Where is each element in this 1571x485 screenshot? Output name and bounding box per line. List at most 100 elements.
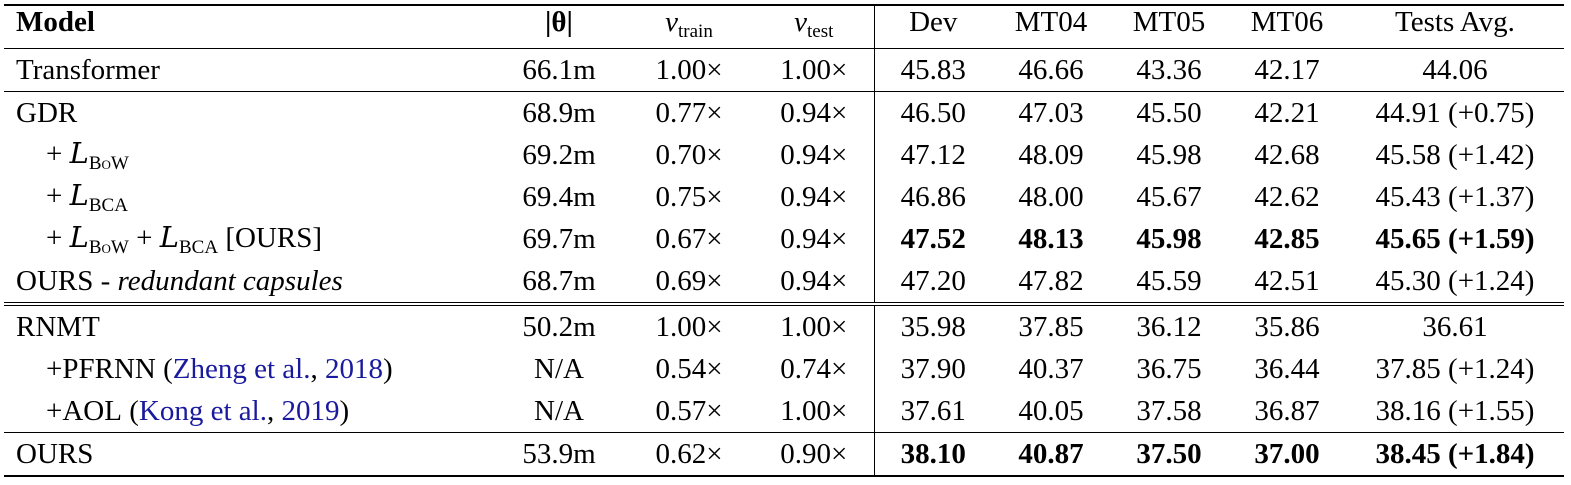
citation-year-link[interactable]: 2018 <box>324 352 383 385</box>
row-model: +PFRNN (Zheng et al., 2018) <box>46 352 393 385</box>
row-params: 53.9m <box>494 432 624 477</box>
row-vtest: 1.00× <box>754 48 875 92</box>
header-mt06: MT06 <box>1228 4 1346 49</box>
row-params: 69.4m <box>522 180 596 213</box>
row-mt05: 45.50 <box>1110 91 1228 134</box>
header-mt04: MT04 <box>992 4 1110 49</box>
citation-year-link[interactable]: 2019 <box>281 394 340 427</box>
row-model: RNMT <box>4 302 494 348</box>
row-mt05: 36.75 <box>1136 352 1202 385</box>
row-mt06: 36.87 <box>1254 394 1320 427</box>
row-dev: 35.98 <box>874 302 992 348</box>
row-mt06: 35.86 <box>1228 302 1346 348</box>
row-vtest: 0.94× <box>754 91 875 134</box>
row-mt04: 40.87 <box>992 432 1110 477</box>
row-vtest: 0.94× <box>754 134 875 176</box>
citation-link[interactable]: Kong et al. <box>138 394 267 427</box>
row-vtrain: 0.67× <box>655 222 723 255</box>
row-mt04: 47.82 <box>1018 264 1084 297</box>
results-table: Model |θ| vtrain vtest Dev MT04 MT05 MT0… <box>4 4 1564 477</box>
row-avg: 44.91 (+0.75) <box>1346 91 1564 134</box>
row-dev: 38.10 <box>874 432 992 477</box>
row-model: +AOL (Kong et al., 2019) <box>46 394 350 427</box>
row-mt04: 48.13 <box>1018 222 1084 255</box>
row-mt05: 37.50 <box>1110 432 1228 477</box>
row-mt04: 37.85 <box>992 302 1110 348</box>
row-model: OURS - redundant capsules <box>16 264 343 297</box>
row-avg: 38.16 (+1.55) <box>1375 394 1535 427</box>
row-vtrain: 0.77× <box>624 91 754 134</box>
row-params: N/A <box>534 394 584 427</box>
row-dev: 45.83 <box>900 53 966 86</box>
table-row: +PFRNN (Zheng et al., 2018) N/A 0.54× 0.… <box>4 348 1564 390</box>
row-mt05: 37.58 <box>1136 394 1202 427</box>
row-model: Transformer <box>16 53 160 86</box>
row-vtest: 0.94× <box>754 218 875 260</box>
row-mt05: 45.59 <box>1136 264 1202 297</box>
header-model: Model <box>4 4 494 49</box>
table-row: Transformer 66.1m 1.00× 1.00× 45.83 46.6… <box>4 48 1564 92</box>
row-mt06: 42.85 <box>1254 222 1320 255</box>
row-model: OURS <box>4 432 494 477</box>
header-mt05: MT05 <box>1110 4 1228 49</box>
row-avg: 38.45 (+1.84) <box>1346 432 1564 477</box>
row-mt06: 42.68 <box>1254 138 1320 171</box>
row-vtrain: 0.57× <box>655 394 723 427</box>
row-mt04: 46.66 <box>1018 53 1084 86</box>
header-tests-avg: Tests Avg. <box>1346 4 1564 49</box>
table-row: + LBoW 69.2m 0.70× 0.94× 47.12 48.09 45.… <box>4 134 1564 176</box>
row-vtrain: 0.62× <box>624 432 754 477</box>
row-avg: 37.85 (+1.24) <box>1375 352 1535 385</box>
row-avg: 44.06 <box>1422 53 1488 86</box>
row-mt06: 42.51 <box>1254 264 1320 297</box>
row-model: + LBCA <box>46 177 128 216</box>
row-vtest: 0.94× <box>754 176 875 218</box>
row-mt05: 45.67 <box>1136 180 1202 213</box>
row-dev: 46.50 <box>874 91 992 134</box>
header-dev: Dev <box>874 4 992 49</box>
table-row: OURS - redundant capsules 68.7m 0.69× 0.… <box>4 260 1564 304</box>
row-vtest: 0.90× <box>754 432 875 477</box>
row-params: N/A <box>534 352 584 385</box>
table-row: +AOL (Kong et al., 2019) N/A 0.57× 1.00×… <box>4 390 1564 433</box>
row-vtrain: 0.54× <box>655 352 723 385</box>
row-mt05: 45.98 <box>1136 138 1202 171</box>
row-params: 69.7m <box>522 222 596 255</box>
row-vtrain: 0.69× <box>655 264 723 297</box>
row-mt06: 42.17 <box>1254 53 1320 86</box>
row-vtest: 0.94× <box>754 260 875 304</box>
row-avg: 45.58 (+1.42) <box>1375 138 1535 171</box>
row-mt04: 40.05 <box>1018 394 1084 427</box>
table-row: OURS 53.9m 0.62× 0.90× 38.10 40.87 37.50… <box>4 432 1564 477</box>
row-vtest: 1.00× <box>754 302 875 348</box>
row-mt04: 47.03 <box>992 91 1110 134</box>
row-avg: 45.65 (+1.59) <box>1375 222 1535 255</box>
header-v-test: vtest <box>754 4 875 49</box>
row-mt05: 36.12 <box>1110 302 1228 348</box>
row-avg: 36.61 <box>1346 302 1564 348</box>
header-row: Model |θ| vtrain vtest Dev MT04 MT05 MT0… <box>4 4 1564 49</box>
citation-link[interactable]: Zheng et al. <box>172 352 311 385</box>
row-params: 68.7m <box>522 264 596 297</box>
row-params: 50.2m <box>494 302 624 348</box>
row-dev: 47.12 <box>900 138 966 171</box>
row-mt06: 36.44 <box>1254 352 1320 385</box>
table-row: RNMT 50.2m 1.00× 1.00× 35.98 37.85 36.12… <box>4 302 1564 348</box>
row-mt04: 40.37 <box>1018 352 1084 385</box>
row-avg: 45.30 (+1.24) <box>1375 264 1535 297</box>
row-params: 69.2m <box>522 138 596 171</box>
header-v-train: vtrain <box>624 4 754 49</box>
row-mt06: 42.21 <box>1228 91 1346 134</box>
row-dev: 47.52 <box>900 222 966 255</box>
table-row: + LBoW + LBCA [OURS] 69.7m 0.67× 0.94× 4… <box>4 218 1564 260</box>
row-vtest: 0.74× <box>754 348 875 390</box>
row-mt04: 48.09 <box>1018 138 1084 171</box>
row-mt04: 48.00 <box>1018 180 1084 213</box>
row-model: + LBoW <box>46 135 129 174</box>
row-dev: 37.90 <box>900 352 966 385</box>
row-mt05: 45.98 <box>1136 222 1202 255</box>
table-row: GDR 68.9m 0.77× 0.94× 46.50 47.03 45.50 … <box>4 91 1564 134</box>
row-mt06: 37.00 <box>1228 432 1346 477</box>
row-vtrain: 1.00× <box>624 302 754 348</box>
row-dev: 46.86 <box>900 180 966 213</box>
